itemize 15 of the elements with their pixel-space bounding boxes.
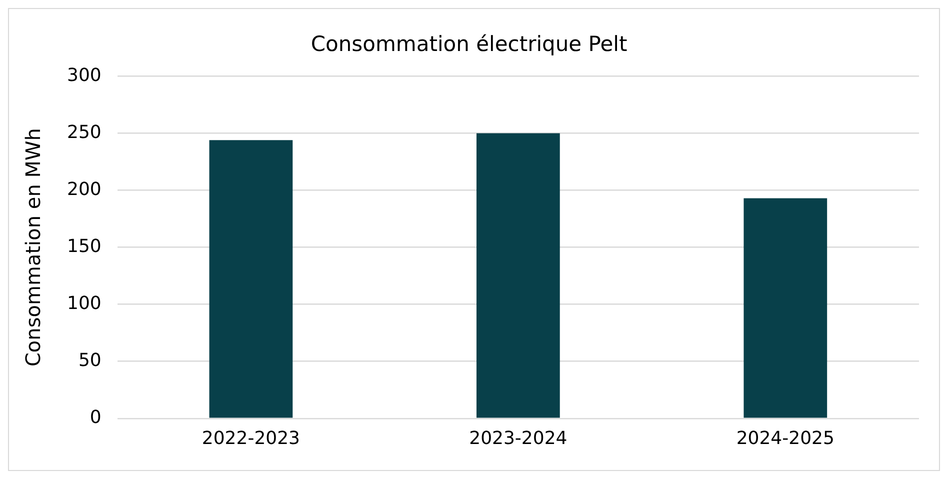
bar: [209, 140, 293, 418]
y-tick-label: 300: [66, 64, 102, 86]
y-tick-label: 50: [78, 350, 102, 372]
bar: [476, 133, 560, 418]
y-tick-label: 0: [90, 407, 102, 428]
chart-title: Consommation électrique Pelt: [310, 32, 628, 56]
bar: [744, 198, 828, 418]
x-tick-label: 2022-2023: [202, 428, 300, 449]
x-tick-label: 2024-2025: [736, 428, 834, 449]
y-tick-label: 200: [66, 178, 102, 200]
y-tick-label: 100: [66, 293, 102, 314]
y-tick-label: 150: [66, 236, 102, 257]
x-tick-label: 2023-2024: [469, 428, 568, 449]
y-tick-label: 250: [66, 122, 102, 143]
y-axis-title: Consommation en MWh: [21, 128, 46, 367]
